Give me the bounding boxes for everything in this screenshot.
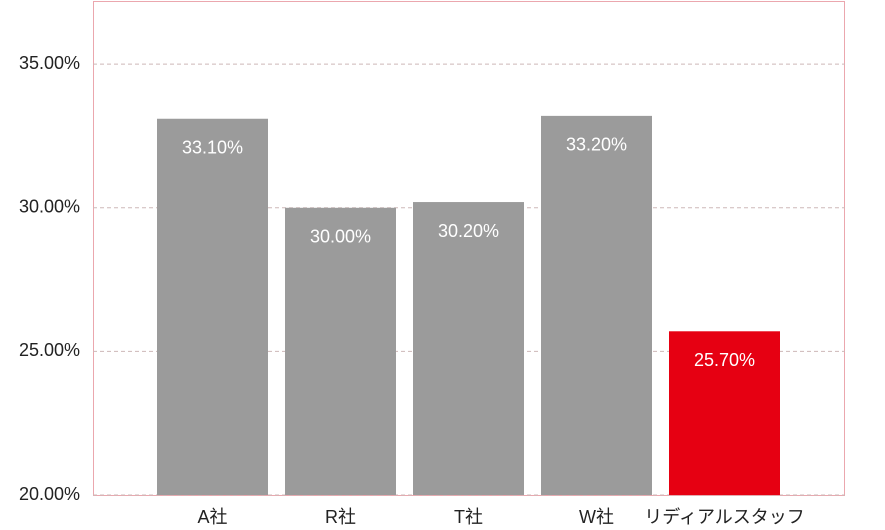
bar	[541, 115, 652, 495]
y-tick-label: 30.00%	[19, 197, 80, 217]
value-label: 25.70%	[694, 350, 755, 370]
y-tick-label: 20.00%	[19, 484, 80, 504]
value-label: 33.20%	[566, 135, 627, 155]
plot-frame	[93, 1, 845, 496]
x-tick-label: A社	[197, 507, 227, 527]
bar	[157, 118, 268, 496]
value-label: 33.10%	[182, 138, 243, 158]
x-tick-label: R社	[325, 507, 356, 527]
y-tick-label: 35.00%	[19, 53, 80, 73]
y-tick-label: 25.00%	[19, 340, 80, 360]
value-label: 30.00%	[310, 227, 371, 247]
value-label: 30.20%	[438, 221, 499, 241]
bar	[669, 331, 780, 495]
x-tick-label: リディアルスタッフ	[644, 507, 805, 527]
bar	[285, 207, 396, 495]
x-tick-label: W社	[579, 507, 614, 527]
x-tick-label: T社	[454, 507, 483, 527]
bar	[413, 202, 524, 495]
